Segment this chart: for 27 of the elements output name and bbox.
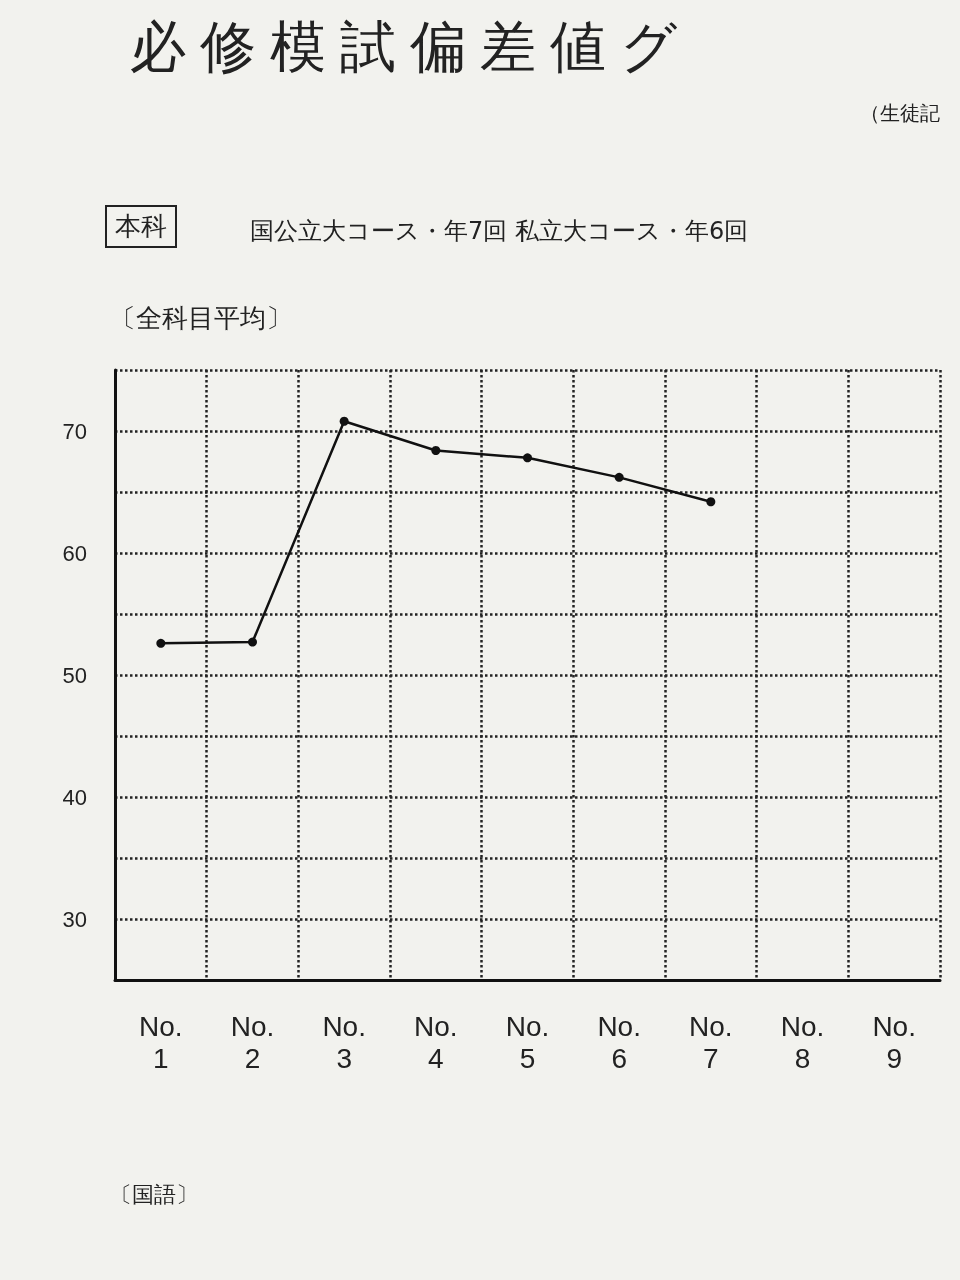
x-tick-label: No. 9 (872, 1010, 916, 1074)
point (339, 416, 349, 426)
chart-title: 必修模試偏差値グ (130, 13, 691, 81)
text: 国公立大コース・年7回 私立大コース・年6回 (250, 216, 749, 247)
point (156, 638, 166, 648)
text: 本科 (105, 205, 177, 248)
point (248, 637, 257, 647)
point (706, 497, 716, 507)
point (523, 453, 532, 463)
text: 〔国語〕 (110, 1181, 198, 1209)
point (614, 472, 624, 482)
y-axis-title: 〔全科目平均〕 (110, 303, 292, 333)
y-tick-label: 40 (62, 784, 87, 810)
y-tick-label: 70 (62, 418, 87, 444)
x-tick-label: No. 6 (597, 1010, 641, 1074)
chart-subtitle: （生徒記 (860, 100, 940, 127)
x-tick-label: No. 1 (139, 1010, 183, 1074)
x-tick-label: No. 8 (780, 1010, 825, 1074)
y-tick-label: 60 (62, 540, 87, 566)
point (431, 446, 441, 456)
y-tick-label: 30 (62, 906, 87, 932)
x-tick-label: No. 3 (322, 1010, 366, 1074)
x-tick-label: No. 5 (505, 1010, 550, 1074)
x-tick-label: No. 4 (414, 1010, 458, 1074)
x-tick-label: No. 7 (689, 1010, 733, 1074)
x-tick-label: No. 2 (230, 1010, 275, 1074)
y-tick-label: 50 (62, 662, 87, 688)
